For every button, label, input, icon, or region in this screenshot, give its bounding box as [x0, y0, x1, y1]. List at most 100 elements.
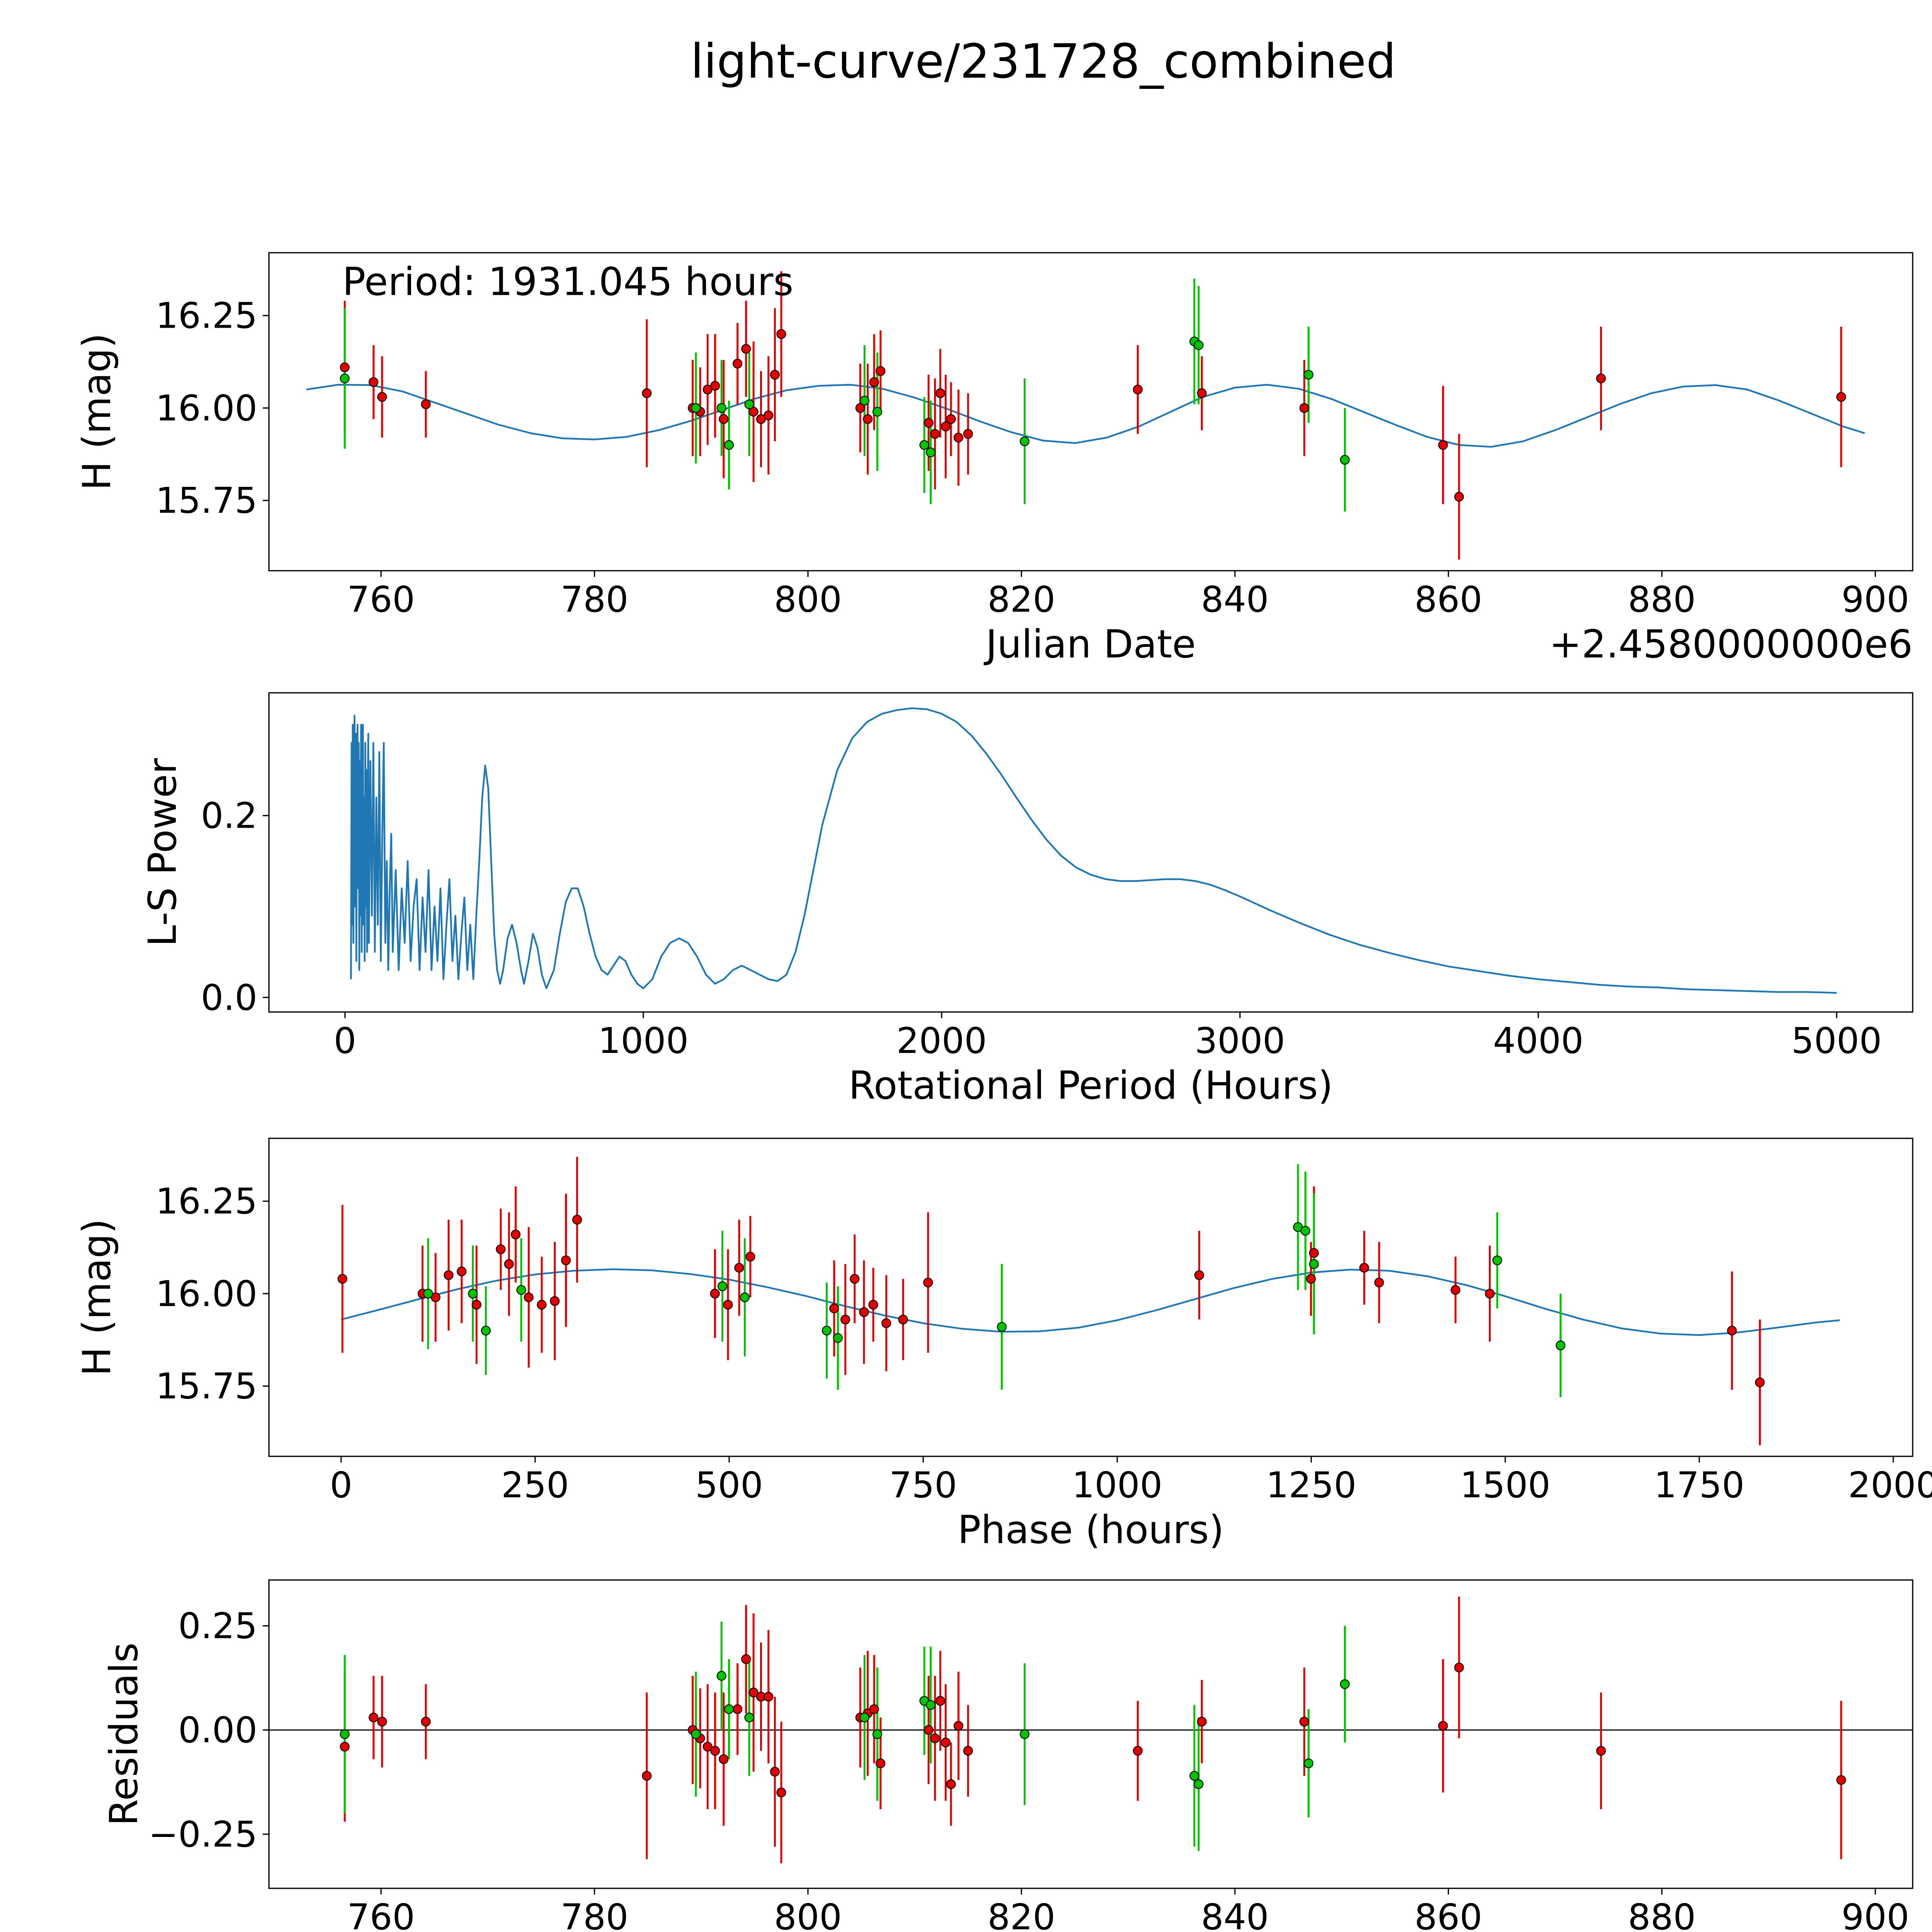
- red-data-point: [940, 1737, 951, 1748]
- red-data-point: [1309, 1248, 1319, 1258]
- red-data-point: [421, 1717, 431, 1727]
- red-data-point: [702, 1742, 713, 1752]
- red-data-point: [946, 1779, 956, 1789]
- red-data-point: [457, 1266, 467, 1277]
- green-data-point: [859, 1713, 869, 1723]
- y-tick-label: 15.75: [156, 480, 257, 521]
- green-data-point: [481, 1326, 491, 1336]
- x-tick-label: 0: [330, 1464, 353, 1506]
- red-data-point: [710, 1289, 720, 1299]
- red-data-point: [764, 1692, 774, 1702]
- red-data-point: [923, 1277, 933, 1287]
- green-data-point: [716, 1671, 726, 1681]
- axes-frame: [268, 252, 1913, 571]
- red-data-point: [840, 1315, 850, 1325]
- red-data-point: [1306, 1274, 1316, 1284]
- red-data-point: [869, 377, 879, 387]
- green-data-point: [1340, 455, 1350, 465]
- red-data-point: [898, 1315, 908, 1325]
- red-data-point: [1197, 388, 1207, 398]
- red-data-point: [642, 388, 652, 398]
- red-data-point: [510, 1230, 521, 1240]
- x-tick-label: 800: [774, 1896, 842, 1932]
- x-tick-label: 760: [347, 579, 415, 620]
- red-data-point: [1451, 1285, 1461, 1295]
- red-data-point: [946, 414, 956, 424]
- x-tick-label: 820: [988, 1896, 1056, 1932]
- green-data-point: [821, 1326, 832, 1336]
- x-tick-label: 900: [1842, 579, 1910, 620]
- x-tick-label: 760: [347, 1896, 415, 1932]
- green-data-point: [1556, 1340, 1566, 1350]
- x-tick-label: 1250: [1266, 1464, 1356, 1506]
- red-data-point: [337, 1274, 347, 1284]
- y-tick-label: −0.25: [148, 1814, 257, 1855]
- y-axis-label: Residuals: [101, 1643, 146, 1826]
- red-data-point: [1454, 1662, 1464, 1673]
- green-data-point: [1309, 1259, 1319, 1269]
- x-tick-label: 250: [501, 1464, 569, 1506]
- green-data-point: [872, 406, 883, 417]
- panel-periodogram: 0 1000 2000 3000 4000 5000 0.0 0.2 Rotational Pe…: [140, 692, 1913, 1108]
- red-data-point: [1836, 1775, 1846, 1785]
- red-data-point: [745, 1252, 755, 1262]
- fit-curve: [306, 384, 1865, 448]
- x-tick-label: 860: [1415, 1896, 1483, 1932]
- red-data-point: [719, 1754, 729, 1764]
- red-data-point: [859, 1307, 869, 1317]
- red-data-point: [550, 1296, 560, 1306]
- red-data-point: [1485, 1289, 1495, 1299]
- red-data-point: [855, 403, 865, 413]
- red-data-point: [1194, 1270, 1204, 1280]
- green-data-point: [1194, 340, 1204, 350]
- red-data-point: [719, 414, 729, 424]
- x-tick-label: 780: [561, 579, 629, 620]
- green-data-point: [691, 1729, 701, 1739]
- green-data-point: [724, 440, 734, 450]
- green-data-point: [926, 447, 936, 457]
- green-data-point: [997, 1322, 1007, 1332]
- red-data-point: [935, 388, 946, 398]
- red-data-point: [561, 1255, 571, 1265]
- red-data-point: [876, 366, 886, 376]
- x-tick-label: 900: [1842, 1896, 1910, 1932]
- y-axis-label: H (mag): [74, 333, 119, 490]
- green-data-point: [872, 1729, 883, 1739]
- figure-title: light-curve/231728_combined: [690, 34, 1396, 89]
- red-data-point: [504, 1259, 514, 1269]
- x-tick-label: 800: [774, 579, 842, 620]
- red-data-point: [421, 399, 431, 409]
- red-data-point: [869, 1704, 879, 1714]
- green-data-point: [740, 1292, 750, 1303]
- red-data-point: [733, 359, 743, 369]
- y-tick-label: 16.00: [156, 388, 257, 429]
- red-data-point: [1359, 1263, 1369, 1273]
- red-data-point: [1374, 1277, 1384, 1287]
- red-data-point: [953, 1721, 964, 1731]
- red-data-point: [1299, 1717, 1310, 1727]
- red-data-point: [1133, 384, 1143, 395]
- red-data-point: [710, 1746, 720, 1756]
- green-data-point: [859, 396, 869, 406]
- red-data-point: [868, 1300, 878, 1310]
- red-data-point: [377, 1717, 387, 1727]
- red-data-point: [923, 1725, 934, 1735]
- red-data-point: [1197, 1717, 1207, 1727]
- x-axis-label: Phase (hours): [957, 1507, 1224, 1552]
- red-data-point: [850, 1274, 860, 1284]
- y-axis-label: L-S Power: [140, 758, 185, 947]
- red-data-point: [930, 1733, 940, 1743]
- red-data-point: [1299, 403, 1310, 413]
- periodogram-line: [350, 707, 1837, 994]
- x-tick-label: 4000: [1493, 1020, 1583, 1061]
- green-data-point: [468, 1289, 478, 1299]
- y-tick-label: 0.25: [178, 1605, 257, 1647]
- x-tick-label: 500: [695, 1464, 763, 1506]
- x-axis-label: Julian Date: [983, 621, 1196, 667]
- red-data-point: [369, 1713, 379, 1723]
- red-data-point: [776, 329, 786, 339]
- red-data-point: [537, 1300, 547, 1310]
- green-data-point: [1194, 1779, 1204, 1789]
- y-tick-label: 16.00: [156, 1273, 257, 1315]
- red-data-point: [1438, 1721, 1448, 1731]
